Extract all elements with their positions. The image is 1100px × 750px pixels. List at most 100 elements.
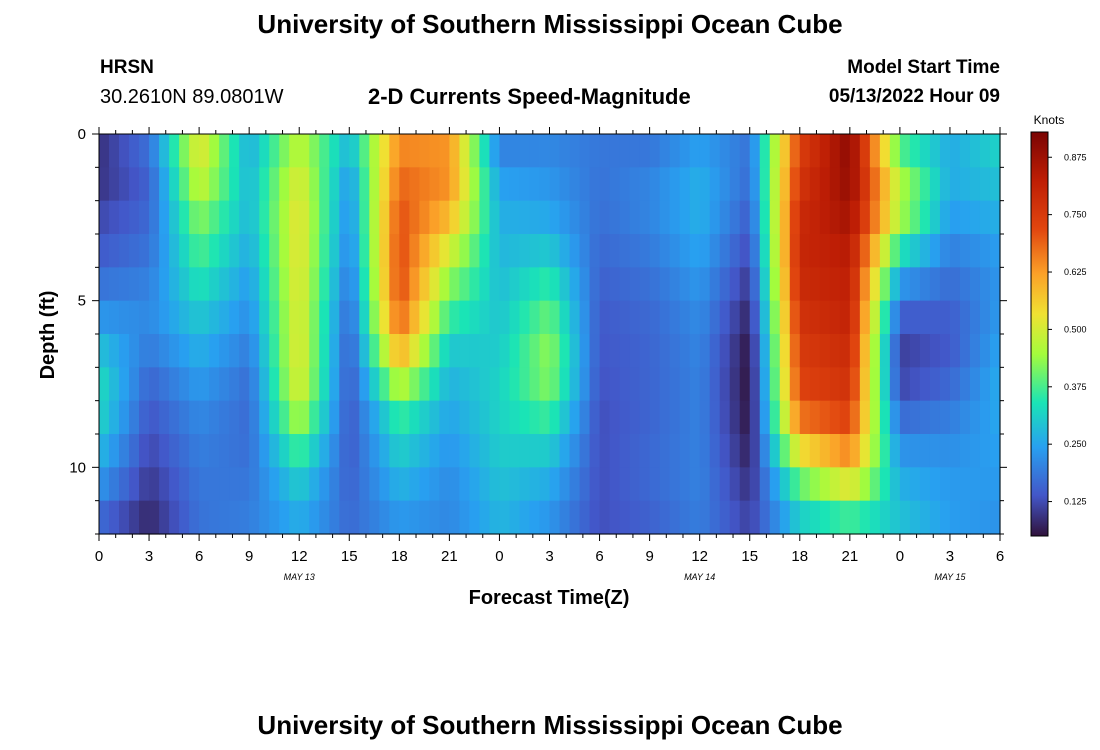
heatmap-cell	[919, 134, 931, 168]
heatmap-cell	[679, 367, 691, 402]
heatmap-cell	[169, 367, 180, 402]
heatmap-cell	[319, 334, 330, 368]
heatmap-cell	[459, 434, 471, 468]
heatmap-cell	[719, 400, 731, 435]
heatmap-cell	[269, 267, 280, 302]
heatmap-cell	[809, 367, 821, 402]
heatmap-cell	[589, 400, 601, 435]
heatmap-cell	[839, 434, 851, 468]
heatmap-cell	[649, 500, 661, 535]
heatmap-cell	[619, 134, 631, 168]
heatmap-cell	[399, 334, 410, 368]
heatmap-cell	[769, 400, 781, 435]
heatmap-cell	[639, 234, 651, 268]
heatmap-cell	[349, 334, 360, 368]
heatmap-cell	[199, 500, 210, 535]
heatmap-cell	[969, 134, 981, 168]
heatmap-cell	[449, 400, 460, 435]
heatmap-cell	[219, 467, 230, 502]
heatmap-cell	[879, 367, 891, 402]
heatmap-cell	[109, 400, 120, 435]
heatmap-cell	[719, 500, 731, 535]
heatmap-cell	[769, 434, 781, 468]
heatmap-cell	[909, 200, 921, 235]
heatmap-cell	[629, 300, 641, 335]
heatmap-cell	[179, 234, 190, 268]
heatmap-cell	[899, 400, 911, 435]
heatmap-cell	[279, 367, 290, 402]
heatmap-cell	[689, 367, 701, 402]
heatmap-cell	[109, 500, 120, 535]
heatmap-cell	[419, 500, 430, 535]
heatmap-cell	[139, 367, 150, 402]
heatmap-cell	[869, 267, 881, 302]
heatmap-cell	[139, 134, 150, 168]
heatmap-cell	[379, 234, 390, 268]
heatmap-cell	[189, 134, 200, 168]
heatmap-cell	[269, 434, 280, 468]
heatmap-cell	[889, 400, 901, 435]
heatmap-cell	[149, 334, 160, 368]
heatmap-cell	[979, 467, 991, 502]
heatmap-cell	[709, 300, 721, 335]
heatmap-cell	[769, 500, 781, 535]
heatmap-cell	[909, 467, 921, 502]
heatmap-cell	[199, 234, 210, 268]
heatmap-cell	[829, 267, 841, 302]
heatmap-cell	[509, 300, 521, 335]
heatmap-cell	[979, 167, 991, 202]
heatmap-cell	[409, 200, 420, 235]
heatmap-cell	[269, 334, 280, 368]
heatmap-cell	[539, 300, 551, 335]
heatmap-cell	[299, 467, 310, 502]
heatmap-cell	[889, 467, 901, 502]
heatmap-cell	[659, 467, 671, 502]
heatmap-cell	[689, 400, 701, 435]
heatmap-cell	[719, 134, 731, 168]
heatmap-cell	[429, 367, 440, 402]
heatmap-cell	[549, 200, 561, 235]
heatmap-cell	[599, 367, 611, 402]
heatmap-cell	[279, 400, 290, 435]
heatmap-cell	[229, 234, 240, 268]
colorbar-tick-label: 0.125	[1064, 497, 1087, 507]
heatmap-cell	[389, 200, 400, 235]
heatmap-cell	[959, 367, 971, 402]
heatmap-cell	[629, 500, 641, 535]
heatmap-cell	[259, 367, 270, 402]
heatmap-cell	[589, 234, 601, 268]
heatmap-cell	[499, 234, 511, 268]
colorbar-tick-label: 0.500	[1064, 324, 1087, 334]
heatmap-cell	[819, 334, 831, 368]
heatmap-cell	[809, 200, 821, 235]
heatmap-cell	[119, 467, 130, 502]
heatmap-cell	[879, 500, 891, 535]
heatmap-cell	[359, 200, 370, 235]
heatmap-cell	[259, 234, 270, 268]
heatmap-cell	[219, 500, 230, 535]
heatmap-cell	[319, 367, 330, 402]
heatmap-cell	[159, 300, 170, 335]
heatmap-cell	[729, 134, 741, 168]
heatmap-cell	[289, 334, 300, 368]
heatmap-cell	[519, 467, 531, 502]
heatmap-cell	[259, 434, 270, 468]
heatmap-cell	[429, 434, 440, 468]
heatmap-cell	[269, 400, 280, 435]
heatmap-cell	[269, 500, 280, 535]
heatmap-cell	[429, 500, 440, 535]
heatmap-cell	[819, 367, 831, 402]
heatmap-cell	[949, 434, 961, 468]
heatmap-cell	[369, 467, 380, 502]
heatmap-cell	[579, 167, 591, 202]
heatmap-cell	[709, 334, 721, 368]
heatmap-cell	[479, 200, 491, 235]
heatmap-cell	[519, 234, 531, 268]
heatmap-cell	[359, 500, 370, 535]
heatmap-cell	[219, 234, 230, 268]
heatmap-cell	[219, 334, 230, 368]
heatmap-cell	[879, 300, 891, 335]
heatmap-cell	[739, 134, 751, 168]
heatmap-cell	[839, 300, 851, 335]
heatmap-cell	[469, 200, 481, 235]
